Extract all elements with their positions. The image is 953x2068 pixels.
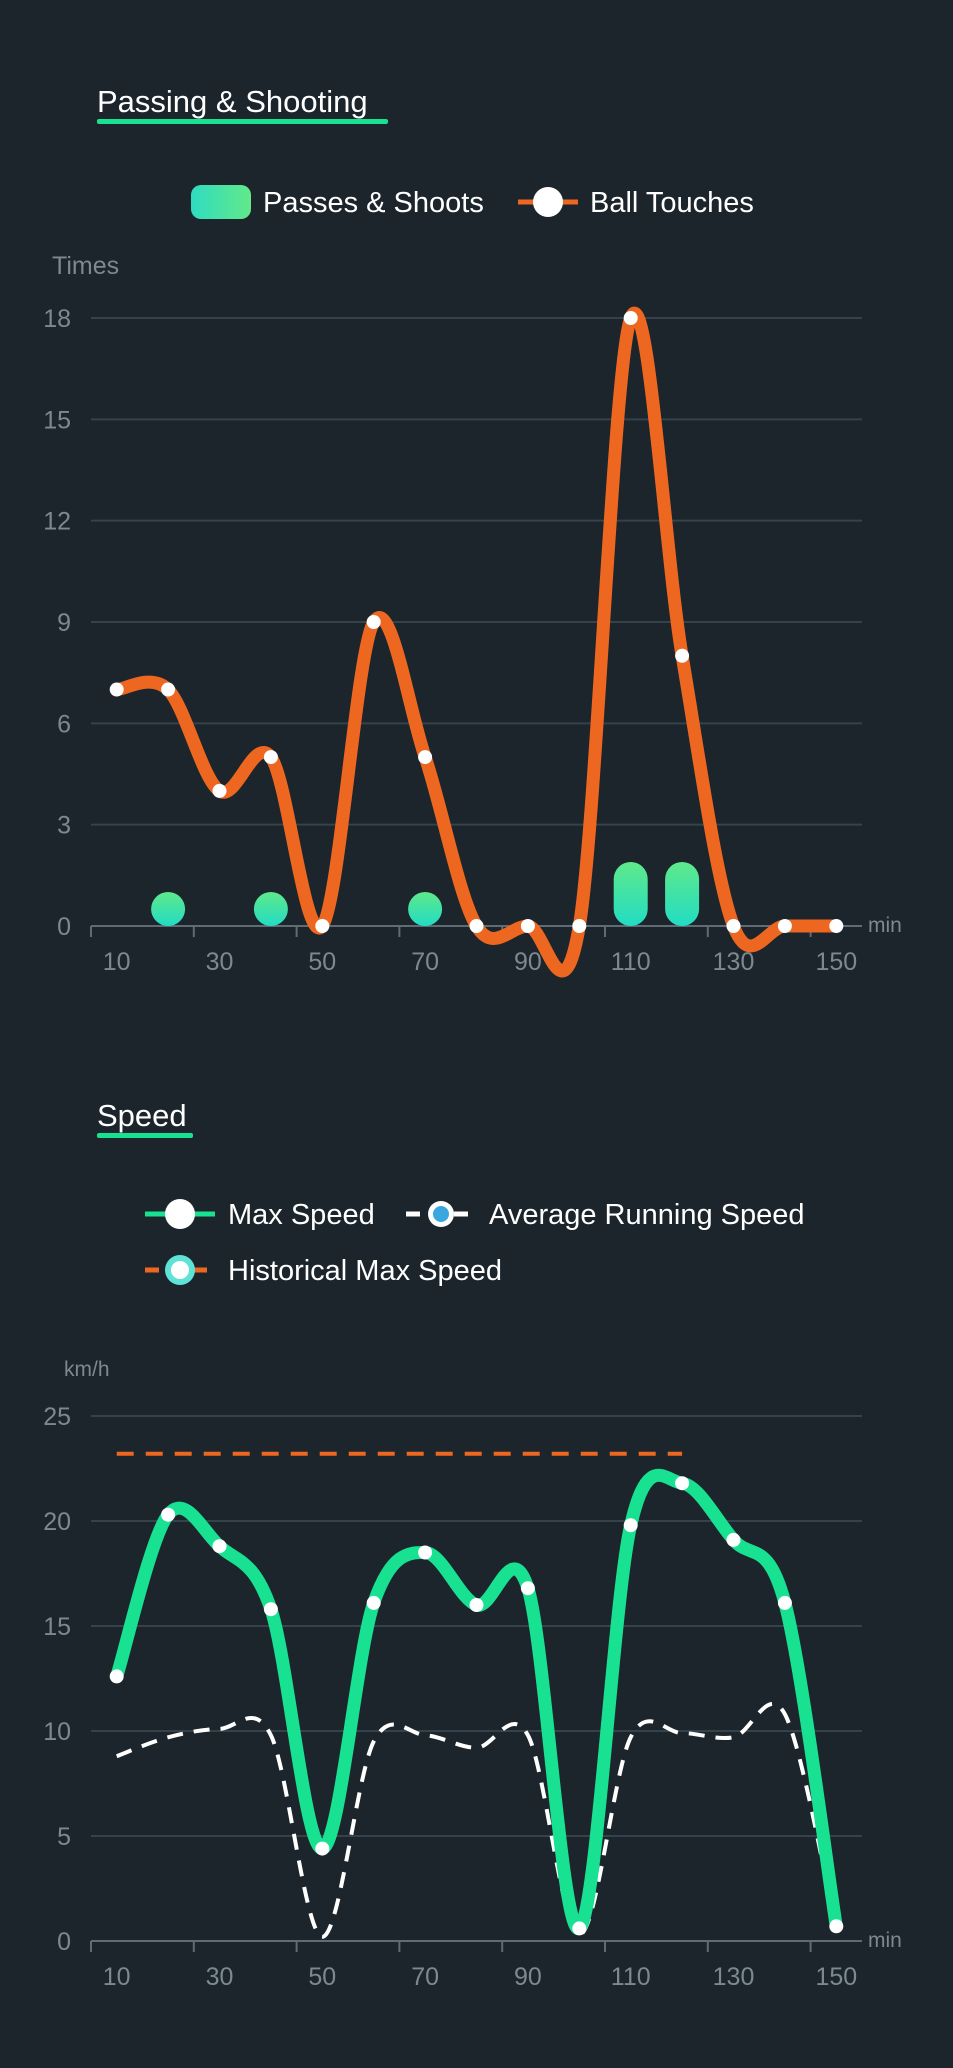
point-ball-touches[interactable]	[623, 311, 638, 325]
speed-y-axis-label: km/h	[64, 1358, 110, 1381]
bar-passes-shoots[interactable]	[665, 862, 700, 926]
speed-x-tick-label: 110	[611, 1963, 651, 1991]
point-ball-touches[interactable]	[263, 750, 278, 765]
legend-marker-inner-average-running-speed	[433, 1206, 449, 1222]
point-ball-touches[interactable]	[829, 919, 844, 933]
point-max-speed[interactable]	[623, 1518, 638, 1533]
passing-x-tick-label: 110	[611, 948, 651, 976]
point-max-speed[interactable]	[777, 1595, 792, 1610]
passing-x-tick-label: 50	[308, 948, 336, 976]
passing-x-tick-label: 10	[103, 948, 131, 976]
passing-x-axis-label: min	[868, 914, 902, 937]
point-ball-touches[interactable]	[315, 919, 330, 933]
speed-x-axis-label: min	[868, 1929, 902, 1952]
passing-y-axis-label: Times	[52, 252, 119, 280]
speed-x-tick-label: 130	[713, 1963, 755, 1991]
speed-section-header: Speed	[97, 1098, 193, 1138]
speed-x-tick-label: 90	[514, 1963, 542, 1991]
speed-x-tick-label: 10	[103, 1963, 131, 1991]
passing-legend: Passes & Shoots Ball Touches	[191, 185, 754, 219]
point-max-speed[interactable]	[315, 1841, 330, 1856]
speed-x-tick-label: 50	[308, 1963, 336, 1991]
point-max-speed[interactable]	[366, 1595, 381, 1610]
point-ball-touches[interactable]	[469, 919, 484, 933]
point-max-speed[interactable]	[520, 1581, 535, 1596]
legend-marker-max-speed	[165, 1199, 195, 1229]
speed-x-tick-label: 70	[411, 1963, 439, 1991]
passing-x-tick-label: 130	[713, 948, 755, 976]
point-ball-touches[interactable]	[572, 919, 587, 933]
legend-item-average-running-speed[interactable]: Average Running Speed	[406, 1199, 805, 1231]
bar-passes-shoots[interactable]	[408, 892, 443, 926]
legend-label-historical-max-speed: Historical Max Speed	[228, 1255, 502, 1287]
speed-legend: Max Speed Average Running Speed Historic…	[145, 1199, 805, 1287]
speed-y-tick-label: 10	[43, 1718, 71, 1746]
legend-marker-inner-historical-max-speed	[171, 1261, 189, 1279]
point-ball-touches[interactable]	[777, 919, 792, 933]
passing-x-tick-label: 90	[514, 948, 542, 976]
series-line-ball-touches	[110, 307, 843, 978]
legend-item-passes-shoots[interactable]: Passes & Shoots	[191, 185, 484, 219]
legend-item-ball-touches[interactable]: Ball Touches	[518, 187, 754, 219]
legend-label-max-speed: Max Speed	[228, 1199, 375, 1231]
point-ball-touches[interactable]	[418, 750, 433, 765]
point-max-speed[interactable]	[572, 1921, 587, 1936]
speed-x-tick-label: 150	[815, 1963, 857, 1991]
passing-y-tick-label: 15	[43, 406, 71, 434]
point-max-speed[interactable]	[829, 1919, 844, 1934]
series-line-average-running-speed	[116, 1702, 839, 1939]
passing-y-tick-label: 12	[43, 508, 71, 536]
passing-x-tick-label: 150	[815, 948, 857, 976]
passing-plot-area: 0 3 6 9 12 15 18 10 30 50 70 90 110 130 150	[43, 305, 862, 978]
speed-title-underline	[97, 1133, 193, 1138]
speed-y-tick-label: 0	[57, 1928, 71, 1956]
legend-item-max-speed[interactable]: Max Speed	[145, 1199, 375, 1231]
legend-label-ball-touches: Ball Touches	[590, 187, 754, 219]
legend-label-average-running-speed: Average Running Speed	[489, 1199, 805, 1231]
point-ball-touches[interactable]	[212, 783, 227, 798]
point-ball-touches[interactable]	[366, 615, 381, 629]
point-ball-touches[interactable]	[520, 919, 535, 933]
passing-y-tick-label: 6	[57, 710, 71, 738]
point-max-speed[interactable]	[726, 1532, 741, 1547]
point-max-speed[interactable]	[469, 1598, 484, 1612]
passing-section-header: Passing & Shooting	[97, 84, 388, 124]
bar-passes-shoots[interactable]	[253, 892, 288, 926]
point-max-speed[interactable]	[212, 1539, 227, 1554]
speed-x-tick-label: 30	[206, 1963, 234, 1991]
speed-chart-title: Speed	[97, 1098, 187, 1133]
passing-y-tick-label: 0	[57, 913, 71, 941]
speed-y-tick-label: 25	[43, 1403, 71, 1431]
point-ball-touches[interactable]	[109, 682, 124, 697]
passing-chart-title: Passing & Shooting	[97, 84, 368, 119]
series-line-max-speed	[110, 1468, 843, 1935]
point-ball-touches[interactable]	[161, 682, 176, 697]
speed-y-tick-label: 20	[43, 1508, 71, 1536]
speed-y-tick-label: 5	[57, 1823, 71, 1851]
point-ball-touches[interactable]	[675, 648, 690, 663]
passing-y-tick-label: 3	[57, 812, 71, 840]
passing-y-tick-label: 9	[57, 609, 71, 637]
legend-label-passes-shoots: Passes & Shoots	[263, 187, 484, 219]
point-max-speed[interactable]	[161, 1507, 176, 1522]
bar-passes-shoots[interactable]	[613, 862, 648, 926]
legend-swatch-passes-shoots	[191, 185, 251, 219]
speed-plot-area: 0 5 10 15 20 25 10 30 50 70 90 110 130 150	[43, 1403, 862, 1991]
speed-y-tick-label: 15	[43, 1613, 71, 1641]
point-max-speed[interactable]	[675, 1476, 690, 1491]
legend-marker-ball-touches	[533, 187, 563, 217]
passing-y-tick-label: 18	[43, 305, 71, 333]
passing-x-tick-label: 30	[206, 948, 234, 976]
point-max-speed[interactable]	[263, 1602, 278, 1617]
point-max-speed[interactable]	[109, 1669, 124, 1684]
point-ball-touches[interactable]	[726, 919, 741, 933]
point-max-speed[interactable]	[418, 1545, 433, 1560]
bar-passes-shoots[interactable]	[151, 892, 186, 926]
legend-item-historical-max-speed[interactable]: Historical Max Speed	[145, 1255, 502, 1287]
passing-x-tick-label: 70	[411, 948, 439, 976]
passing-title-underline	[97, 119, 388, 124]
